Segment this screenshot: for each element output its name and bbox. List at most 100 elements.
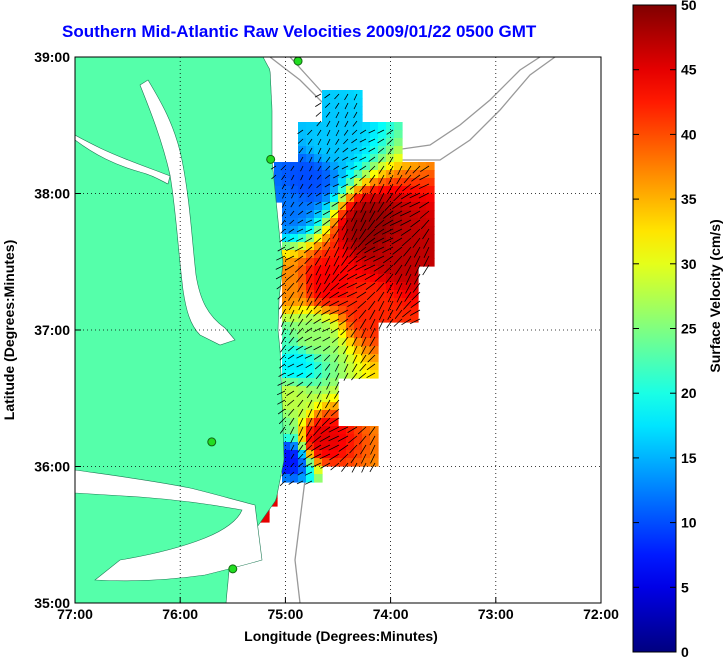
speed-cell: [410, 258, 419, 267]
speed-cell: [330, 338, 339, 347]
speed-cell: [314, 186, 323, 195]
speed-cell: [282, 418, 291, 427]
velocity-vector: [281, 219, 286, 226]
speed-cell: [338, 338, 347, 347]
velocity-vector: [387, 300, 394, 312]
speed-cell: [290, 178, 299, 187]
velocity-vector: [332, 345, 340, 353]
speed-cell: [362, 442, 371, 451]
speed-cell: [346, 362, 355, 371]
velocity-vector: [373, 264, 385, 272]
velocity-vector: [286, 381, 295, 386]
velocity-vector: [313, 345, 322, 351]
velocity-vector: [388, 156, 394, 165]
speed-cell: [378, 178, 387, 187]
speed-cell: [314, 330, 323, 339]
speed-cell: [314, 394, 323, 403]
speed-cell: [306, 194, 315, 203]
speed-cell: [410, 234, 419, 243]
colorbar-tick-label: 30: [681, 256, 697, 272]
x-axis-label: Longitude (Degrees:Minutes): [244, 628, 438, 644]
velocity-vector: [411, 291, 421, 301]
speed-cell: [290, 250, 299, 259]
velocity-vector: [366, 372, 376, 379]
velocity-vector: [340, 327, 349, 336]
velocity-vector: [285, 255, 295, 261]
speed-cell: [426, 186, 435, 195]
velocity-vector: [306, 300, 313, 311]
velocity-vector: [296, 381, 304, 387]
speed-cell: [330, 418, 339, 427]
velocity-vector: [280, 318, 286, 327]
velocity-vector: [379, 183, 385, 195]
speed-cell: [354, 122, 363, 131]
speed-cell: [426, 258, 435, 267]
velocity-vector: [319, 435, 331, 443]
velocity-vector: [359, 174, 367, 182]
velocity-vector: [368, 147, 376, 152]
speed-cell: [362, 186, 371, 195]
speed-cell: [338, 202, 347, 211]
velocity-vector: [328, 300, 340, 307]
speed-cell: [346, 274, 355, 283]
speed-cell: [426, 210, 435, 219]
velocity-vector: [298, 291, 304, 302]
velocity-vector: [324, 102, 331, 108]
speed-cell: [394, 146, 403, 155]
velocity-vector: [367, 219, 376, 231]
speed-cell: [282, 434, 291, 443]
colorbar: [632, 4, 677, 653]
speed-cell: [354, 130, 363, 139]
velocity-vector: [361, 336, 367, 347]
speed-cell: [322, 442, 331, 451]
velocity-vector: [405, 273, 412, 285]
speed-cell: [306, 458, 315, 467]
velocity-vector: [315, 282, 322, 294]
velocity-vector: [281, 210, 286, 217]
speed-cell: [290, 226, 299, 235]
speed-cell: [298, 322, 307, 331]
speed-cell: [410, 274, 419, 283]
velocity-vector: [300, 174, 304, 181]
speed-cell: [362, 218, 371, 227]
velocity-vector: [350, 165, 358, 170]
velocity-vector: [289, 210, 295, 216]
velocity-vector: [315, 264, 322, 276]
velocity-vector: [369, 336, 376, 347]
speed-cell: [354, 138, 363, 147]
velocity-vector: [300, 165, 304, 172]
velocity-vector: [290, 201, 295, 208]
velocity-vector: [361, 462, 367, 473]
speed-cell: [314, 314, 323, 323]
speed-cell: [426, 202, 435, 211]
speed-cell: [378, 306, 387, 315]
velocity-vector: [396, 291, 403, 303]
velocity-vector: [341, 255, 349, 266]
velocity-vector: [378, 309, 385, 321]
velocity-vector: [405, 264, 412, 276]
speed-cell: [306, 474, 315, 483]
speed-cell: [370, 242, 379, 251]
velocity-vector: [349, 192, 358, 201]
velocity-vector: [418, 183, 430, 190]
velocity-vector: [392, 201, 403, 210]
speed-cell: [282, 234, 291, 243]
velocity-vector: [297, 435, 304, 446]
speed-cell: [298, 474, 307, 483]
velocity-vector: [289, 318, 295, 327]
speed-cell: [346, 290, 355, 299]
speed-cell: [386, 242, 395, 251]
velocity-vector: [367, 354, 376, 363]
speed-cell: [322, 210, 331, 219]
velocity-vector: [313, 237, 322, 245]
velocity-vector: [405, 165, 412, 175]
speed-cell: [290, 210, 299, 219]
speed-cell: [282, 162, 291, 171]
speed-cell: [354, 354, 363, 363]
velocity-vector: [343, 129, 349, 136]
speed-cell: [354, 458, 363, 467]
velocity-vector: [423, 246, 430, 258]
velocity-vector: [291, 174, 295, 181]
velocity-vector: [337, 300, 349, 307]
velocity-vector: [357, 426, 367, 435]
